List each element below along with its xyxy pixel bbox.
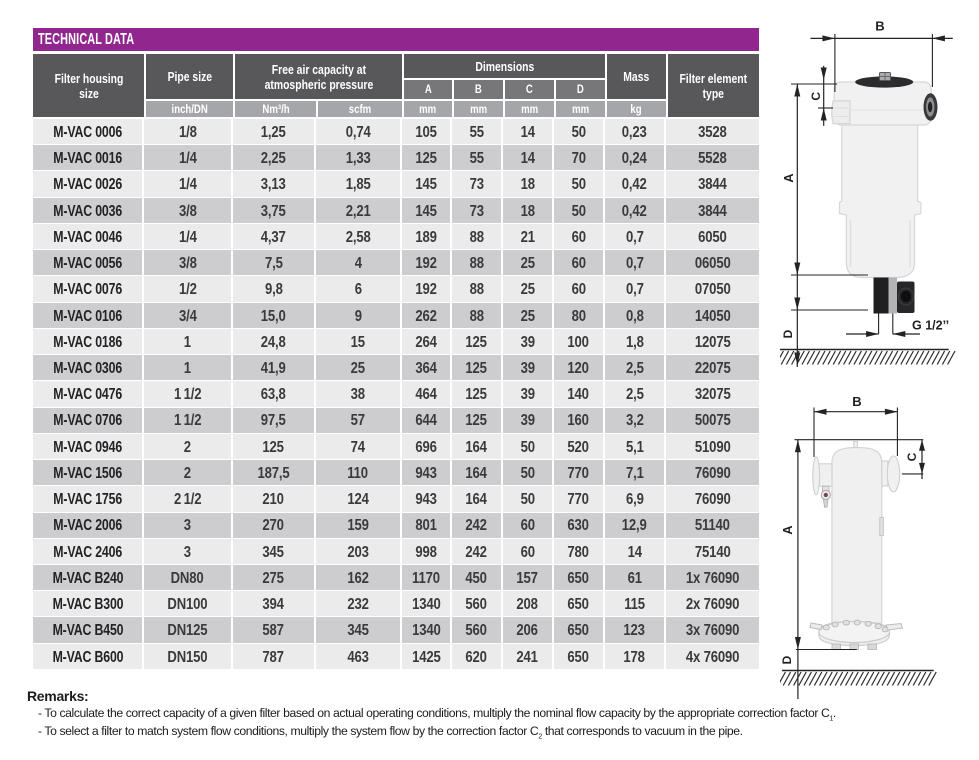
svg-text:B: B xyxy=(852,395,861,409)
svg-text:G 1/2’’: G 1/2’’ xyxy=(912,319,949,333)
svg-text:D: D xyxy=(781,329,795,338)
svg-text:A: A xyxy=(780,525,795,535)
svg-text:B: B xyxy=(875,19,884,34)
svg-text:C: C xyxy=(809,92,823,101)
svg-text:C: C xyxy=(905,452,919,461)
svg-text:D: D xyxy=(780,655,794,664)
svg-text:A: A xyxy=(781,173,796,183)
